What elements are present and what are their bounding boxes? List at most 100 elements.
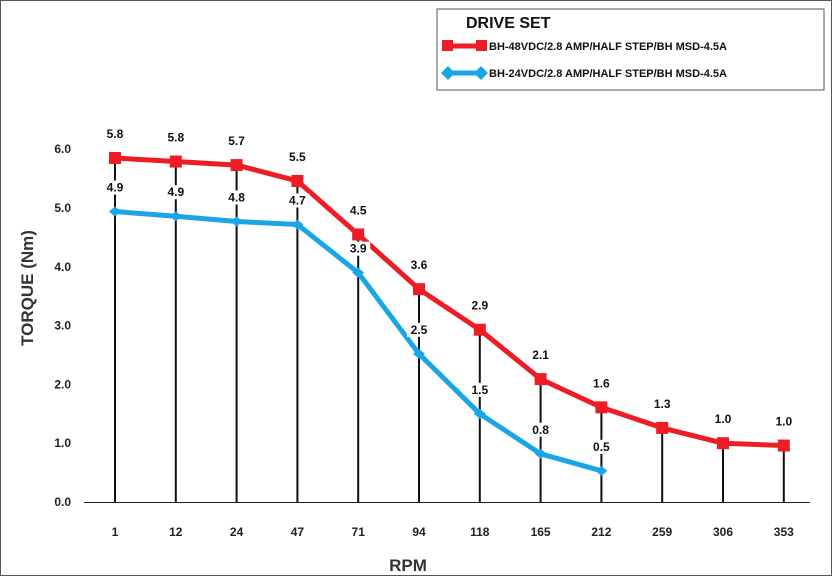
data-label-bg	[589, 376, 614, 391]
data-label-bg	[407, 258, 431, 273]
data-label-bg	[589, 439, 614, 454]
data-label-bg	[771, 414, 796, 429]
data-label: 4.9	[107, 181, 124, 195]
y-tick-label: 3.0	[54, 319, 71, 333]
x-tick-label: 94	[412, 525, 426, 539]
data-label: 2.1	[532, 348, 549, 362]
data-label: 1.6	[593, 376, 610, 390]
data-label: 1.3	[654, 397, 671, 411]
data-label: 0.5	[593, 440, 610, 454]
legend-title: DRIVE SET	[466, 15, 551, 32]
x-tick-label: 118	[470, 525, 490, 539]
y-tick-label: 2.0	[54, 377, 71, 391]
data-label: 4.9	[167, 185, 184, 199]
data-label-bg	[285, 193, 310, 208]
data-label: 3.9	[350, 242, 367, 256]
data-label: 1.0	[715, 412, 732, 426]
x-tick-label: 71	[352, 525, 366, 539]
data-label-bg	[285, 149, 310, 164]
data-point	[291, 219, 304, 230]
data-label: 4.5	[350, 203, 367, 217]
x-tick-label: 24	[230, 525, 244, 539]
data-point	[109, 206, 121, 217]
data-point	[534, 448, 547, 459]
y-tick-label: 1.0	[54, 436, 71, 450]
data-label-bg	[103, 180, 127, 195]
x-axis-title: RPM	[389, 556, 427, 575]
data-label: 3.6	[411, 258, 428, 272]
data-point	[291, 174, 304, 187]
data-label: 4.8	[228, 191, 245, 205]
x-tick-label: 353	[774, 525, 794, 539]
legend-swatch-marker	[476, 40, 487, 51]
data-point	[717, 437, 729, 450]
legend: DRIVE SET BH-48VDC/2.8 AMP/HALF STEP/BH …	[436, 8, 825, 91]
data-label-bg	[467, 298, 492, 313]
data-label: 1.5	[471, 383, 488, 397]
data-label: 5.8	[167, 131, 184, 145]
data-label-bg	[346, 203, 371, 218]
data-point	[595, 401, 608, 414]
x-tick-label: 1	[112, 525, 119, 539]
data-label-bg	[711, 412, 735, 427]
y-axis: 0.0 1.0 2.0 3.0 4.0 5.0 6.0	[54, 142, 71, 509]
data-label: 0.8	[532, 423, 549, 437]
x-tick-label: 47	[291, 525, 305, 539]
data-point	[352, 228, 365, 241]
data-point	[230, 216, 243, 227]
data-point	[777, 439, 790, 452]
data-label-bg	[163, 130, 188, 145]
series-layer	[109, 152, 790, 476]
data-point	[413, 348, 425, 359]
y-tick-label: 6.0	[54, 142, 71, 156]
series-line	[114, 155, 784, 449]
legend-entry-label: BH-48VDC/2.8 AMP/HALF STEP/BH MSD-4.5A	[489, 41, 727, 53]
data-label: 1.0	[775, 415, 792, 429]
data-point	[473, 323, 486, 336]
data-label-bg	[528, 348, 553, 363]
data-label-bg	[224, 190, 249, 205]
data-label: 5.5	[289, 150, 306, 164]
y-tick-label: 5.0	[54, 201, 71, 215]
x-axis: 1 12 24 47 71 94 118 165 212 259 306 353	[84, 502, 810, 539]
data-label: 5.7	[228, 134, 245, 148]
data-point	[230, 159, 243, 172]
data-label-bg	[650, 396, 675, 411]
data-point	[473, 408, 486, 419]
data-label: 2.9	[471, 299, 488, 313]
x-tick-label: 259	[652, 525, 672, 539]
y-tick-label: 0.0	[54, 495, 71, 509]
data-label: 2.5	[411, 323, 428, 337]
y-tick-label: 4.0	[54, 260, 71, 274]
data-label-bg	[224, 134, 249, 149]
legend-swatch-marker	[474, 66, 488, 80]
x-tick-label: 165	[531, 525, 551, 539]
data-label: 4.7	[289, 193, 306, 207]
legend-entry: BH-24VDC/2.8 AMP/HALF STEP/BH MSD-4.5A	[441, 66, 727, 80]
x-tick-label: 12	[169, 525, 183, 539]
data-point	[534, 373, 547, 386]
data-point	[169, 155, 182, 168]
legend-entry-label: BH-24VDC/2.8 AMP/HALF STEP/BH MSD-4.5A	[489, 68, 727, 80]
x-tick-label: 306	[713, 525, 733, 539]
legend-box	[436, 8, 825, 91]
data-point	[595, 465, 608, 476]
data-label-bg	[407, 322, 431, 337]
data-label-bg	[103, 127, 127, 142]
x-tick-label: 212	[591, 525, 611, 539]
data-labels: 5.8 5.8 5.7 5.5 4.5 3.6 2.9 2.1 1.6 1.3 1.0 1.0 4.9 4…	[103, 127, 796, 454]
data-point	[109, 152, 121, 165]
legend-swatch-marker	[442, 40, 453, 51]
data-point	[352, 267, 365, 278]
y-axis-title: TORQUE (Nm)	[18, 230, 37, 346]
data-label-bg	[346, 241, 371, 256]
data-point	[656, 421, 669, 434]
data-label-bg	[467, 382, 492, 397]
data-label-bg	[528, 422, 553, 437]
data-label-bg	[163, 185, 188, 200]
data-point	[169, 211, 182, 222]
data-point	[413, 283, 425, 296]
data-label: 5.8	[107, 127, 124, 141]
